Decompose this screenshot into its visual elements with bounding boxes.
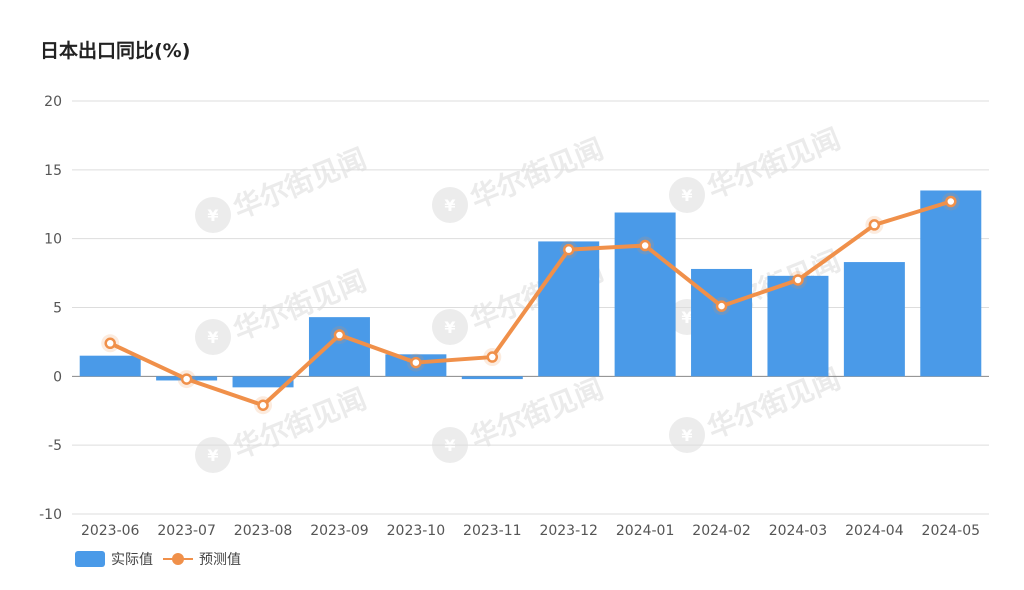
bar-2024-04[interactable]	[843, 262, 905, 377]
svg-text:¥: ¥	[444, 196, 455, 215]
x-tick-label: 2023-07	[157, 523, 216, 539]
watermark: ¥ 华尔街见闻	[669, 122, 845, 213]
point-2024-01[interactable]	[639, 239, 651, 252]
x-tick-label: 2023-12	[539, 523, 598, 539]
bar-2023-11[interactable]	[461, 376, 523, 380]
svg-text:¥: ¥	[444, 318, 455, 337]
point-2023-07[interactable]	[180, 373, 193, 385]
wallstreetcn-logo-icon	[195, 437, 231, 473]
watermark-text: 华尔街见闻	[466, 372, 608, 455]
x-tick-label: 2023-11	[463, 523, 522, 539]
legend-item-forecast[interactable]: 预测值	[163, 552, 241, 568]
y-tick-label: -5	[48, 438, 62, 454]
bar-2023-06[interactable]	[79, 355, 141, 377]
x-tick-label: 2024-03	[769, 523, 828, 539]
point-2023-12[interactable]	[562, 243, 575, 256]
x-axis: 2023-06 2023-07 2023-08 2023-09 2023-10 2023-…	[81, 523, 980, 539]
x-tick-label: 2024-05	[922, 523, 981, 539]
x-tick-label: 2023-06	[81, 523, 140, 539]
line-series	[101, 192, 960, 415]
x-tick-label: 2023-10	[387, 523, 446, 539]
x-tick-label: 2023-09	[310, 523, 369, 539]
legend-point-swatch	[172, 553, 184, 565]
point-2023-11[interactable]	[486, 351, 499, 363]
watermark: ¥ 华尔街见闻	[432, 132, 608, 223]
bar-2023-12[interactable]	[538, 241, 600, 377]
svg-text:¥: ¥	[207, 328, 218, 347]
point-2024-04[interactable]	[868, 219, 881, 231]
wallstreetcn-logo-icon	[669, 417, 705, 453]
watermark: ¥ 华尔街见闻	[195, 142, 371, 233]
watermark-text: 华尔街见闻	[229, 142, 371, 225]
y-tick-label: 15	[44, 163, 62, 179]
point-2023-09[interactable]	[333, 329, 346, 341]
point-2023-08[interactable]	[257, 399, 269, 411]
svg-text:¥: ¥	[681, 186, 692, 205]
x-tick-label: 2024-01	[616, 523, 675, 539]
forecast-line	[109, 199, 952, 408]
legend-label: 预测值	[199, 552, 241, 568]
point-2023-10[interactable]	[410, 356, 422, 369]
wallstreetcn-logo-icon	[195, 197, 231, 233]
bar-2024-02[interactable]	[691, 268, 753, 377]
legend-bar-swatch	[75, 551, 105, 567]
legend-label: 实际值	[111, 552, 153, 568]
chart-title: 日本出口同比(%)	[40, 40, 191, 62]
legend[interactable]: 实际值 预测值	[75, 551, 241, 568]
watermark: ¥ 华尔街见闻	[195, 382, 371, 473]
wallstreetcn-logo-icon	[432, 187, 468, 223]
wallstreetcn-logo-icon	[195, 319, 231, 355]
point-2024-05[interactable]	[945, 195, 957, 208]
legend-item-actual[interactable]: 实际值	[75, 551, 153, 568]
y-tick-label: 5	[53, 301, 62, 317]
y-tick-label: 20	[44, 94, 62, 110]
point-2024-02[interactable]	[715, 300, 728, 312]
wallstreetcn-logo-icon	[432, 309, 468, 345]
x-tick-label: 2024-02	[692, 523, 751, 539]
point-2023-06[interactable]	[104, 337, 116, 350]
wallstreetcn-logo-icon	[669, 177, 705, 213]
y-axis: 20 15 10 5 0 -5 -10	[39, 94, 62, 523]
watermark-text: 华尔街见闻	[703, 122, 845, 205]
y-tick-label: 0	[53, 369, 62, 385]
watermark-text: 华尔街见闻	[466, 132, 608, 215]
gridlines	[72, 100, 989, 515]
svg-text:¥: ¥	[207, 446, 218, 465]
y-tick-label: -10	[39, 507, 62, 523]
watermark: ¥华尔街见闻	[432, 372, 608, 463]
y-tick-label: 10	[44, 232, 62, 248]
x-tick-label: 2023-08	[234, 523, 293, 539]
x-tick-label: 2024-04	[845, 523, 904, 539]
svg-text:¥: ¥	[207, 206, 218, 225]
point-2024-03[interactable]	[792, 274, 804, 286]
svg-text:¥: ¥	[681, 426, 692, 445]
bar-series	[79, 190, 982, 388]
bar-2024-03[interactable]	[767, 275, 829, 377]
bar-2023-08[interactable]	[232, 376, 294, 388]
watermark-text: 华尔街见闻	[229, 382, 371, 465]
svg-text:¥: ¥	[681, 308, 692, 327]
bar-2024-05[interactable]	[920, 190, 982, 377]
bar-2023-09[interactable]	[308, 317, 370, 377]
